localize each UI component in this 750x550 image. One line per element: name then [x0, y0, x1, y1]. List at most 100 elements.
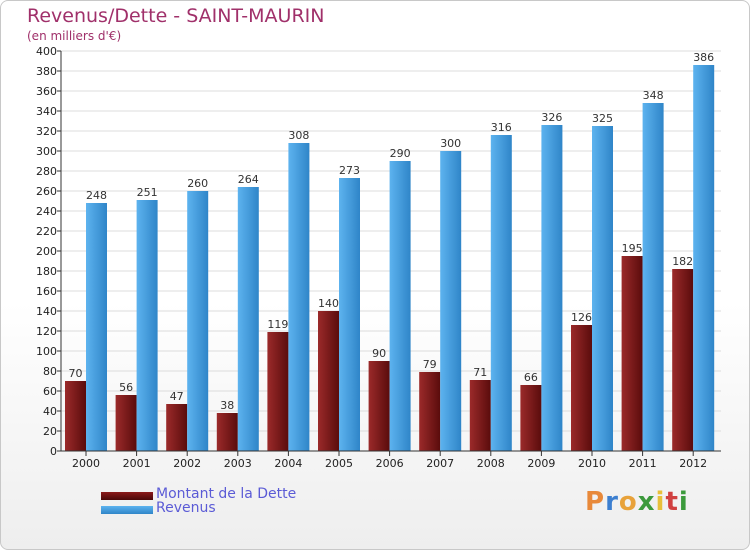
bar-debt-2007	[419, 372, 441, 451]
y-tick-label: 20	[43, 425, 57, 438]
bar-revenus-2006	[389, 161, 411, 451]
logo-letter: o	[618, 487, 638, 517]
y-tick-label: 160	[36, 285, 57, 298]
legend-swatch-revenus	[101, 506, 153, 514]
logo-letter: i	[678, 487, 689, 517]
data-label-debt-2002: 47	[170, 390, 184, 403]
y-tick-label: 220	[36, 225, 57, 238]
data-label-debt-2006: 90	[372, 347, 386, 360]
bar-debt-2000	[65, 381, 86, 451]
logo-letter: P	[585, 487, 606, 517]
legend-label-revenus: Revenus	[156, 500, 216, 516]
bar-revenus-2009	[541, 125, 563, 451]
bar-debt-2004	[267, 332, 289, 451]
x-tick-label-2007: 2007	[426, 457, 454, 470]
y-tick-label: 60	[43, 385, 57, 398]
x-tick-label-2005: 2005	[325, 457, 353, 470]
x-tick-label-2002: 2002	[173, 457, 201, 470]
data-label-debt-2012: 182	[672, 255, 693, 268]
x-tick-label-2001: 2001	[123, 457, 151, 470]
bar-debt-2010	[571, 325, 592, 451]
bar-debt-2011	[621, 256, 643, 451]
bar-revenus-2007	[440, 151, 462, 451]
bar-revenus-2004	[288, 143, 310, 451]
y-tick-label: 320	[36, 125, 57, 138]
x-tick-label-2008: 2008	[477, 457, 505, 470]
x-tick-label-2009: 2009	[527, 457, 555, 470]
y-tick-label: 40	[43, 405, 57, 418]
bar-revenus-2010	[592, 126, 613, 451]
data-label-debt-2010: 126	[571, 311, 592, 324]
bar-revenus-2005	[339, 178, 360, 451]
data-label-revenus-2008: 316	[491, 121, 512, 134]
bar-revenus-2000	[86, 203, 107, 451]
y-tick-label: 300	[36, 145, 57, 158]
x-tick-label-2012: 2012	[679, 457, 707, 470]
bar-revenus-2012	[693, 65, 715, 451]
data-label-debt-2008: 71	[473, 366, 487, 379]
axes	[60, 51, 721, 452]
x-tick-label-2006: 2006	[376, 457, 404, 470]
bar-debt-2003	[216, 413, 238, 451]
x-tick-label-2003: 2003	[224, 457, 252, 470]
y-tick-label: 180	[36, 265, 57, 278]
logo-letter: r	[605, 487, 619, 517]
y-tick-label: 340	[36, 105, 57, 118]
y-tick-label: 400	[36, 45, 57, 58]
bar-revenus-2008	[490, 135, 512, 451]
bar-revenus-2003	[237, 187, 259, 451]
bar-debt-2001	[115, 395, 137, 451]
proxiti-logo: Proxiti	[585, 487, 689, 517]
data-label-revenus-2003: 264	[238, 173, 259, 186]
data-label-debt-2005: 140	[318, 297, 339, 310]
bar-revenus-2002	[187, 191, 209, 451]
y-tick-label: 0	[50, 445, 57, 458]
data-label-revenus-2012: 386	[693, 51, 714, 64]
chart-title: Revenus/Dette - SAINT-MAURIN	[27, 5, 325, 27]
data-label-revenus-2011: 348	[643, 89, 664, 102]
bar-revenus-2011	[642, 103, 664, 451]
bar-debt-2008	[469, 380, 491, 451]
x-axis-ticks: 2000 2001 2002 2003 2004 2005 2006 2007 2008 2009…	[72, 451, 707, 470]
y-tick-label: 200	[36, 245, 57, 258]
logo-letter: x	[637, 487, 656, 517]
bar-revenus-2001	[136, 200, 158, 451]
data-label-debt-2004: 119	[267, 318, 288, 331]
bar-debt-2005	[318, 311, 339, 451]
data-label-revenus-2000: 248	[86, 189, 107, 202]
data-label-revenus-2007: 300	[440, 137, 461, 150]
data-label-debt-2009: 66	[524, 371, 538, 384]
legend-swatch-debt	[101, 492, 153, 500]
x-tick-label-2000: 2000	[72, 457, 100, 470]
bar-debt-2009	[520, 385, 542, 451]
y-tick-label: 80	[43, 365, 57, 378]
data-label-revenus-2005: 273	[339, 164, 360, 177]
data-label-debt-2001: 56	[119, 381, 133, 394]
bars: 70 248 56 251 47 260 38 264 119 308 140 273 90 290 79 3…	[65, 51, 715, 451]
logo-letter: t	[665, 487, 679, 517]
data-label-revenus-2010: 325	[592, 112, 613, 125]
y-tick-label: 120	[36, 325, 57, 338]
x-tick-label-2004: 2004	[274, 457, 302, 470]
y-tick-label: 140	[36, 305, 57, 318]
data-label-revenus-2006: 290	[390, 147, 411, 160]
y-axis-ticks: 0 20 40 60 80 100 120 140 160 180 200 220 240 260 280 3…	[36, 45, 61, 458]
y-tick-label: 380	[36, 65, 57, 78]
y-tick-label: 100	[36, 345, 57, 358]
y-tick-label: 360	[36, 85, 57, 98]
data-label-revenus-2002: 260	[187, 177, 208, 190]
data-label-revenus-2004: 308	[288, 129, 309, 142]
y-tick-label: 260	[36, 185, 57, 198]
y-tick-label: 240	[36, 205, 57, 218]
data-label-debt-2011: 195	[622, 242, 643, 255]
data-label-revenus-2001: 251	[137, 186, 158, 199]
data-label-debt-2000: 70	[69, 367, 83, 380]
bar-debt-2006	[368, 361, 390, 451]
data-label-debt-2007: 79	[423, 358, 437, 371]
y-tick-label: 280	[36, 165, 57, 178]
data-label-debt-2003: 38	[220, 399, 234, 412]
logo-letter: i	[655, 487, 666, 517]
x-tick-label-2010: 2010	[578, 457, 606, 470]
